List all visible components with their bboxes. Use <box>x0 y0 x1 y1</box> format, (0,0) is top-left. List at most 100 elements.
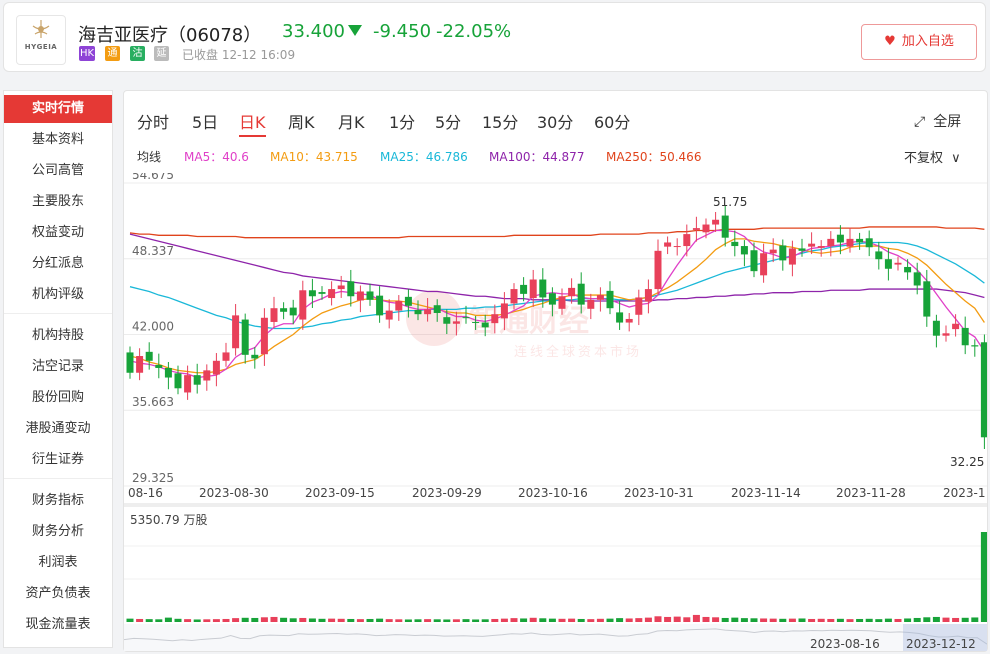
period-tab[interactable]: 15分 <box>482 113 519 132</box>
x-tick-label: 08-16 <box>128 486 163 500</box>
candle-body <box>212 360 220 375</box>
candle-body <box>952 323 960 330</box>
x-tick-label: 2023-09-29 <box>412 486 482 500</box>
sidebar-item[interactable]: 分红派息 <box>31 256 84 271</box>
add-to-watchlist-button[interactable]: ♥ 加入自选 <box>861 24 977 60</box>
period-tab[interactable]: 周K <box>288 113 315 132</box>
candle-body <box>875 251 883 260</box>
volume-bar <box>510 618 518 622</box>
sidebar-item[interactable]: 公司高管 <box>31 163 84 178</box>
candle-body <box>136 356 144 373</box>
candle-body <box>452 321 460 324</box>
period-tab[interactable]: 分时 <box>137 113 170 132</box>
kline-chart[interactable]: 54.675 48.337 42.000 35.663 29.325 智通财经连线全球资本… <box>124 173 987 651</box>
volume-bar <box>136 618 144 622</box>
candle-body <box>808 243 816 247</box>
candle-body <box>846 238 854 247</box>
ma-legend-item: MA100：44.877 <box>489 150 585 164</box>
sidebar-item[interactable]: 主要股东 <box>31 194 84 209</box>
fullscreen-button[interactable]: ⤢ 全屏 <box>914 111 961 131</box>
candle-body <box>788 248 796 265</box>
navigator-start-label: 2023-08-16 <box>810 637 880 651</box>
ma-legend-item: MA5：40.6 <box>184 150 249 164</box>
sidebar-item[interactable]: 机构评级 <box>31 287 84 302</box>
sidebar-item[interactable]: 财务指标 <box>31 493 84 508</box>
sidebar-item[interactable]: 港股通变动 <box>25 421 91 436</box>
candle-body <box>280 308 288 312</box>
candle-body <box>395 301 403 311</box>
volume-bar <box>452 619 460 622</box>
ma-legend-item: MA250：50.466 <box>606 150 702 164</box>
period-tab[interactable]: 30分 <box>537 113 574 132</box>
volume-bar <box>750 618 758 622</box>
candle-body <box>289 307 297 316</box>
volume-bar <box>683 617 691 622</box>
watchlist-label: 加入自选 <box>901 34 954 49</box>
candle-body <box>913 272 921 286</box>
volume-bar <box>971 617 979 622</box>
candle-body <box>510 289 518 304</box>
sidebar-item[interactable]: 现金流量表 <box>25 617 91 632</box>
volume-bar <box>126 618 134 622</box>
period-tab[interactable]: 5日 <box>192 113 219 132</box>
volume-bar <box>424 619 432 622</box>
x-tick-label: 2023-08-30 <box>199 486 269 500</box>
sidebar-item[interactable]: 机构持股 <box>31 328 84 343</box>
sidebar-item[interactable]: 股份回购 <box>31 390 84 405</box>
volume-bar <box>260 617 268 622</box>
volume-bar <box>414 619 422 622</box>
volume-bar <box>385 619 393 622</box>
period-tab[interactable]: 60分 <box>594 113 631 132</box>
sidebar-item[interactable]: 权益变动 <box>31 225 84 240</box>
sidebar-item[interactable]: 实时行情 <box>4 95 112 123</box>
sidebar-item[interactable]: 资产负债表 <box>25 586 91 601</box>
period-tab[interactable]: 5分 <box>435 113 462 132</box>
navigator <box>124 624 987 651</box>
candle-body <box>126 352 134 373</box>
sidebar-item[interactable]: 利润表 <box>38 555 78 570</box>
volume-bar <box>654 616 662 622</box>
period-tab[interactable]: 1分 <box>389 113 416 132</box>
candle-body <box>558 296 566 309</box>
volume-bar <box>788 618 796 622</box>
navigator-line <box>124 628 987 645</box>
sidebar-item[interactable]: 财务分析 <box>31 524 84 539</box>
volume-bar <box>596 618 604 622</box>
adjust-select[interactable]: 不复权 ∨ <box>904 147 961 166</box>
sidebar-item[interactable]: 衍生证券 <box>31 452 84 467</box>
volume-bar <box>875 619 883 622</box>
candle-body <box>596 295 604 300</box>
volume-bar <box>644 617 652 622</box>
sidebar-item[interactable]: 基本资料 <box>31 132 84 147</box>
volume-bar <box>443 619 451 622</box>
volume-bar <box>232 618 240 622</box>
period-tab[interactable]: 月K <box>338 113 365 132</box>
ma-legend-item: MA10：43.715 <box>270 150 358 164</box>
volume-bar <box>846 619 854 622</box>
sidebar-item[interactable]: 沽空记录 <box>31 359 84 374</box>
volume-bar <box>577 618 585 622</box>
volume-bar <box>817 618 825 622</box>
volume-bar <box>289 618 297 622</box>
volume-bar <box>280 617 288 622</box>
volume-bar <box>529 617 537 622</box>
market-tag: 沽 <box>130 46 145 61</box>
candle-body <box>184 375 192 393</box>
volume-bar <box>472 619 480 622</box>
stock-price: 33.400 <box>282 21 345 42</box>
high-annotation: 51.75 <box>713 195 747 209</box>
candle-body <box>654 250 662 290</box>
candle-body <box>328 289 336 299</box>
volume-bar <box>760 618 768 622</box>
period-tab[interactable]: 日K <box>239 109 266 137</box>
candle-body <box>836 234 844 243</box>
volume-bar <box>740 618 748 622</box>
candle-body <box>366 291 374 300</box>
ma250-line <box>129 226 985 239</box>
sidebar-nav: 实时行情基本资料公司高管主要股东权益变动分红派息机构评级机构持股沽空记录股份回购… <box>3 90 113 648</box>
volume-bar <box>856 618 864 622</box>
candle-body <box>462 317 470 319</box>
stock-change: -9.450 <box>373 21 432 42</box>
volume-bar <box>942 617 950 622</box>
